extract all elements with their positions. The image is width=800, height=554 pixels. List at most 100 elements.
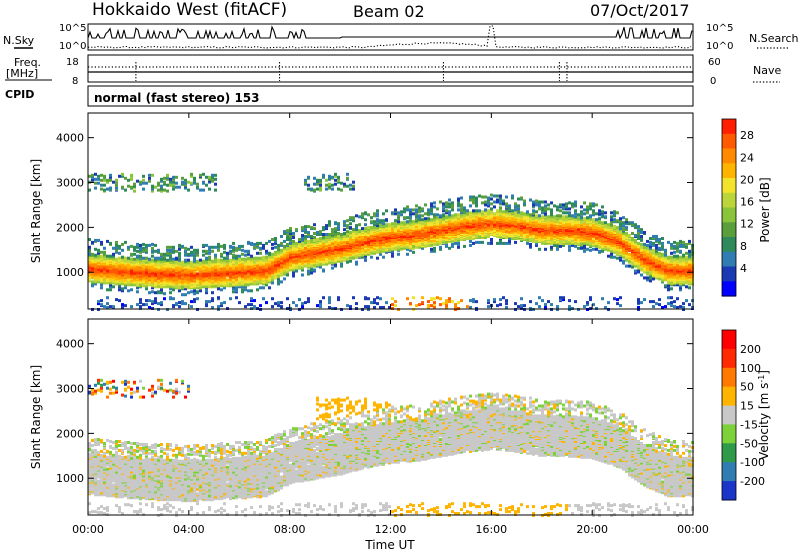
power-cell-2825: [331, 232, 334, 235]
power-cell-852: [160, 288, 163, 292]
power-cell-3201: [367, 297, 370, 301]
power-cell-40: [91, 274, 94, 278]
power-cell-3790: [421, 221, 424, 225]
power-cell-201: [103, 252, 106, 256]
power-cell-2838: [334, 258, 337, 262]
power-cell-3069: [352, 187, 355, 191]
power-cell-4194: [460, 299, 463, 303]
power-cell-454: [124, 188, 127, 192]
power-cell-4090: [448, 213, 451, 217]
power-cell-4187: [457, 213, 460, 217]
power-cell-3602: [403, 210, 406, 214]
power-cell-4123: [451, 216, 454, 220]
power-cell-4570: [496, 241, 499, 245]
power-cell-1821: [241, 248, 244, 252]
power-cell-1588: [220, 274, 223, 278]
power-cell-286: [112, 305, 115, 309]
power-cell-4810: [517, 225, 520, 229]
power-cell-2699: [322, 253, 325, 257]
power-cell-4650: [502, 226, 505, 230]
freq-left-tick-bottom: 8: [72, 76, 78, 87]
power-cell-2042: [265, 283, 268, 287]
power-cell-455: [124, 176, 127, 180]
power-cell-2793: [328, 177, 331, 181]
power-cell-4799: [517, 305, 520, 309]
power-cell-1819: [241, 257, 244, 261]
power-cell-662: [142, 178, 145, 182]
power-cell-1573: [217, 244, 220, 248]
power-cell-3512: [397, 252, 400, 256]
power-cell-485: [127, 178, 130, 182]
power-cell-772: [151, 184, 154, 188]
power-cell-841: [157, 256, 160, 260]
power-cell-3449: [391, 297, 394, 301]
power-cell-3358: [379, 219, 382, 223]
power-cell-3821: [424, 203, 427, 207]
power-cell-2835: [334, 262, 337, 266]
power-cell-2165: [277, 301, 280, 305]
power-cell-1142: [181, 182, 184, 186]
power-cell-2966: [343, 220, 346, 224]
power-cell-2045: [265, 279, 268, 283]
power-cell-313: [112, 252, 115, 256]
power-cell-1660: [226, 253, 229, 257]
power-cell-1577: [220, 288, 223, 292]
power-cell-3068: [352, 216, 355, 220]
power-cell-3754: [418, 224, 421, 228]
power-cell-1175: [184, 249, 187, 253]
power-cell-4637: [499, 196, 502, 200]
power-cell-1762: [235, 248, 238, 252]
power-cell-3690: [412, 229, 415, 233]
power-cell-1356: [199, 173, 202, 177]
power-cell-1001: [169, 177, 172, 181]
power-cell-4699: [505, 204, 508, 208]
power-cell-249: [109, 283, 112, 287]
power-cell-1418: [205, 266, 208, 270]
power-cell-2302: [286, 236, 289, 239]
power-cell-2507: [307, 300, 310, 304]
power-cell-414: [121, 260, 124, 264]
power-cell-3890: [433, 303, 436, 307]
power-cell-4444: [481, 210, 484, 214]
power-cell-546: [133, 257, 136, 261]
power-cell-1287: [193, 248, 196, 252]
power-cell-3667: [409, 214, 412, 218]
power-cell-553: [133, 184, 136, 188]
power-cell-3325: [376, 214, 379, 218]
power-cell-3359: [382, 306, 385, 309]
power-cell-3001: [346, 184, 349, 188]
power-cell-849: [160, 301, 163, 305]
power-cell-1768: [238, 281, 241, 285]
power-cell-1542: [217, 296, 220, 300]
power-cell-2306: [286, 229, 289, 233]
power-cell-791: [154, 272, 157, 276]
power-cell-2811: [331, 247, 334, 251]
power-cell-2436: [301, 305, 304, 309]
power-cell-4537: [490, 209, 493, 213]
power-cell-1619: [223, 272, 226, 276]
power-cell-1086: [178, 275, 181, 279]
power-cell-172: [100, 173, 103, 177]
power-cell-4795: [514, 208, 517, 212]
power-cell-808: [154, 243, 157, 247]
power-cell-3924: [433, 205, 436, 209]
power-cell-3256: [370, 226, 373, 230]
power-cell-3479: [394, 304, 397, 308]
power-cell-2998: [346, 226, 349, 230]
power-cell-1533: [214, 253, 217, 257]
power-cell-3040: [352, 296, 355, 300]
power-cell-2785: [328, 233, 331, 236]
power-cell-3537: [397, 225, 400, 229]
power-cell-2898: [337, 222, 340, 226]
power-cell-2262: [283, 244, 286, 248]
power-cell-57: [91, 255, 94, 259]
power-cell-1915: [250, 254, 253, 258]
power-cell-1852: [244, 249, 247, 253]
power-cell-1176: [184, 246, 187, 250]
power-cell-3794: [421, 207, 424, 211]
power-cell-2768: [328, 253, 331, 257]
power-cell-4158: [454, 213, 457, 217]
power-cell-3543: [397, 214, 400, 218]
power-cell-966: [169, 282, 172, 286]
power-cell-1689: [229, 249, 232, 253]
